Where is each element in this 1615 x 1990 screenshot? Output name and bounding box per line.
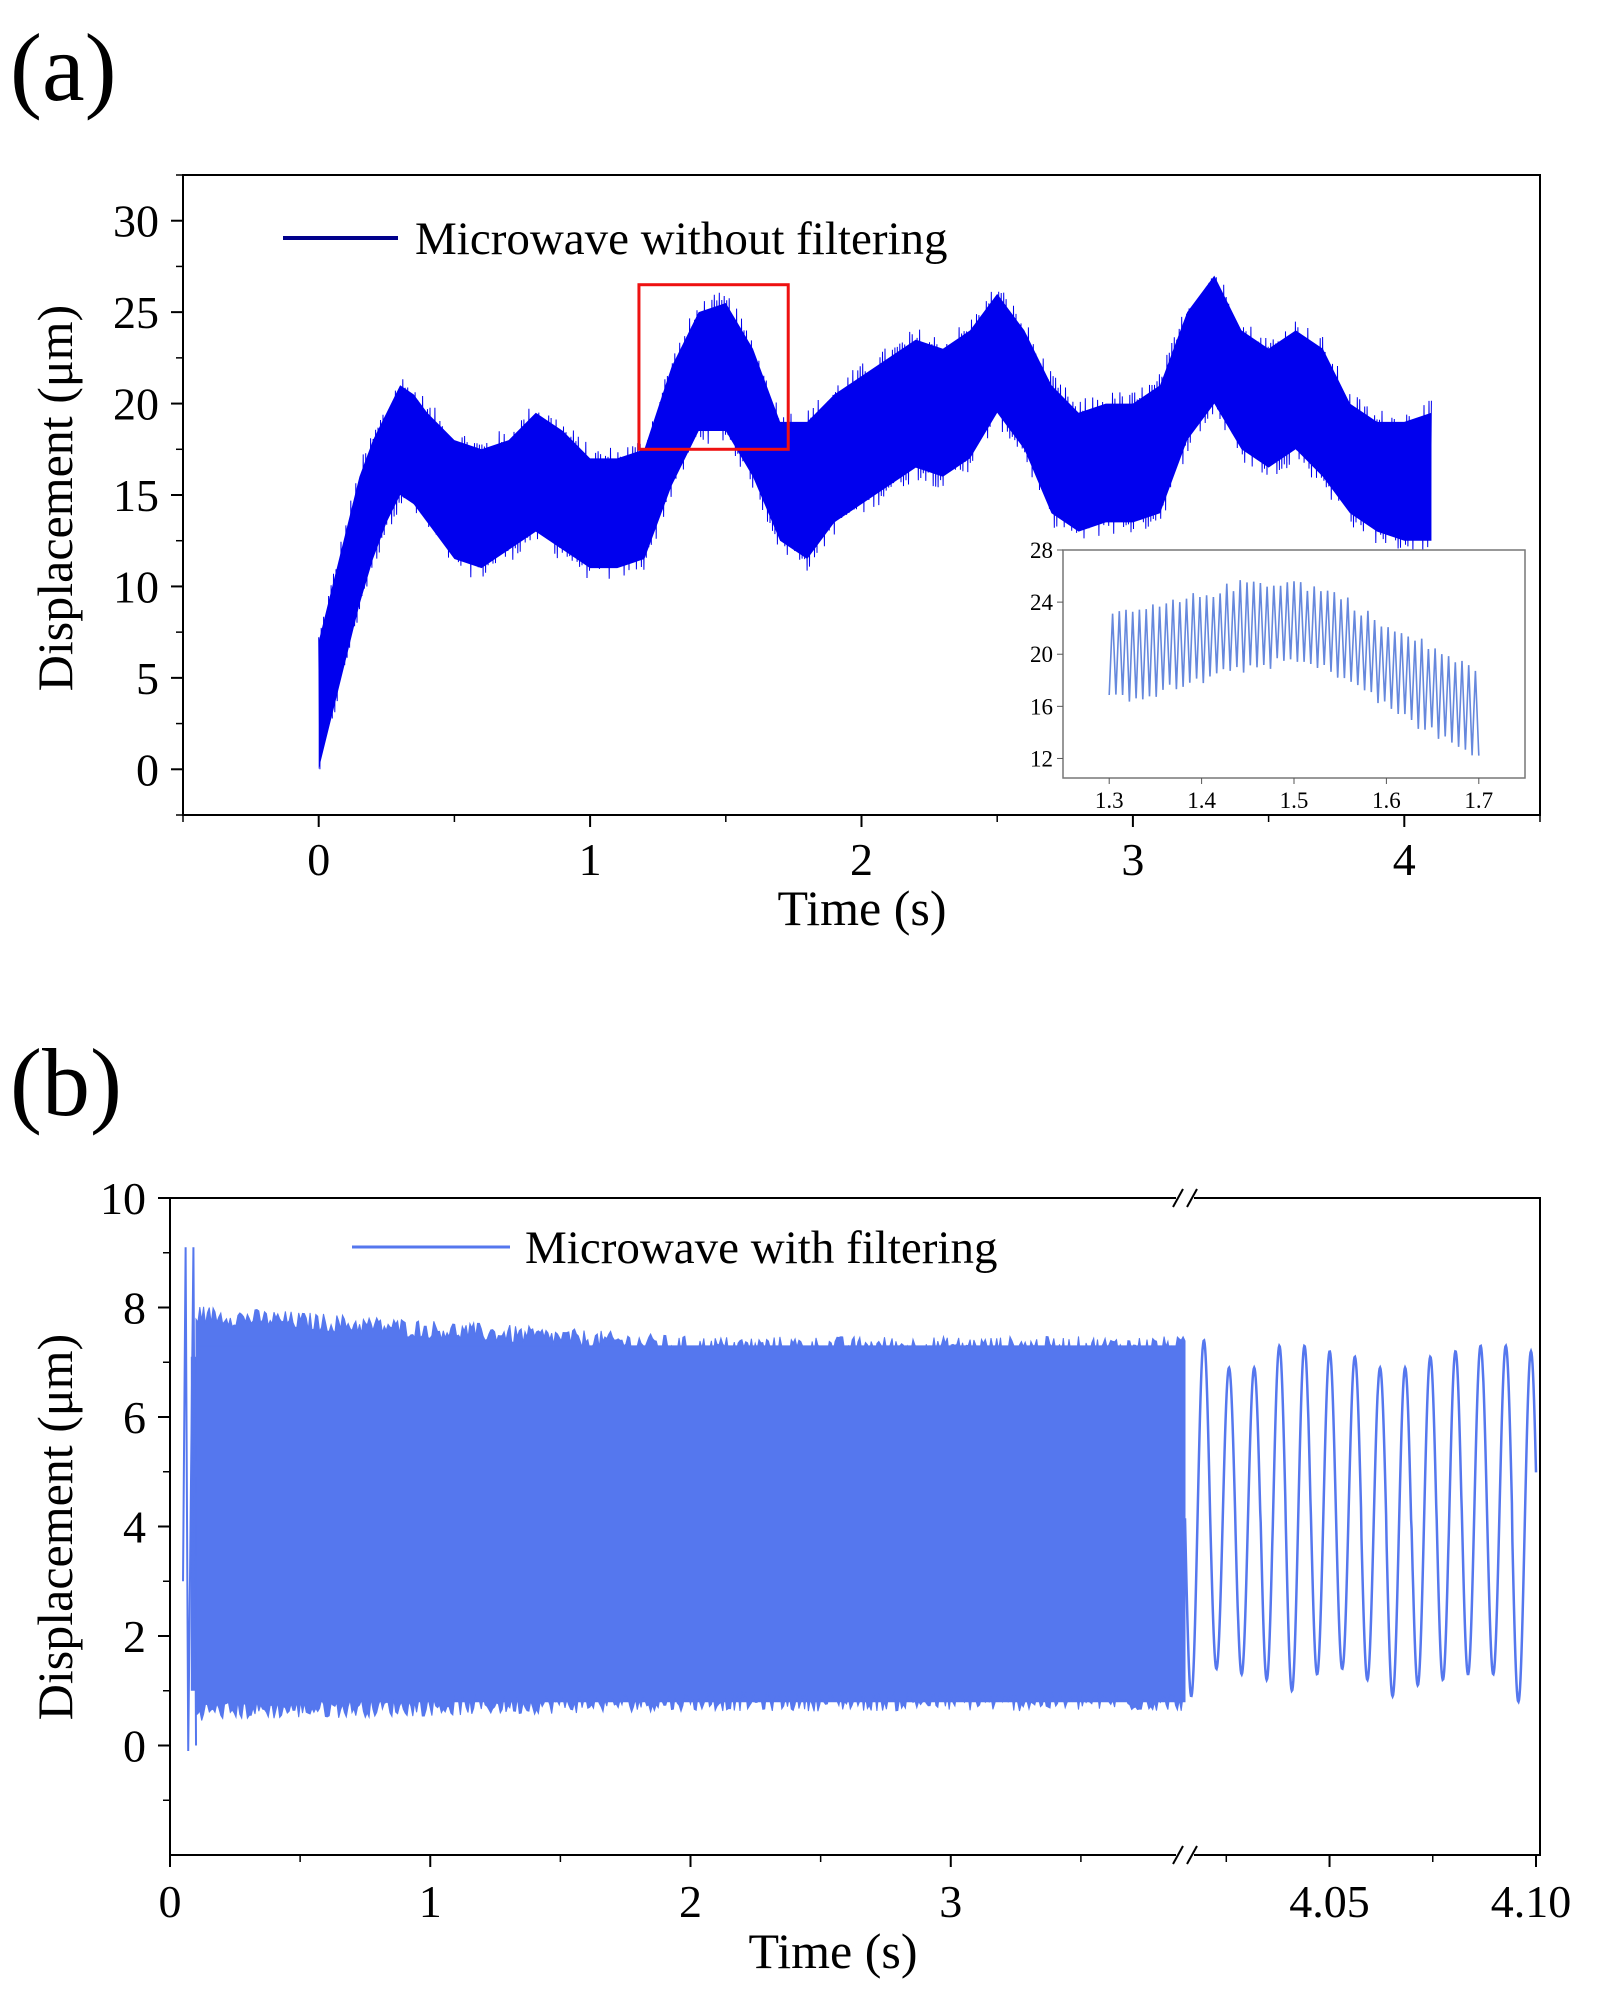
axis-ticks-b [158, 1197, 1537, 1867]
x-axis-title-b: Time (s) [748, 1923, 917, 1979]
panel-label-a: (a) [10, 14, 117, 121]
x-tick-labels-a: 0 1 2 3 4 [307, 834, 1416, 885]
inset-y-tick-label: 20 [1030, 642, 1053, 667]
axis-break-gap [1176, 1194, 1194, 1202]
legend-label-b: Microwave with filtering [525, 1222, 997, 1274]
inset-signal-trace [1108, 580, 1480, 756]
y-tick-label: 5 [136, 653, 159, 704]
inset-x-tick-label: 1.3 [1095, 788, 1124, 813]
panel-label-b: (b) [10, 1029, 122, 1136]
x-tick-label: 4 [1393, 834, 1416, 885]
x-axis-title-a: Time (s) [777, 880, 946, 936]
axis-break-slash [1172, 1188, 1184, 1208]
y-tick-label: 15 [113, 470, 159, 521]
y-tick-label: 6 [123, 1392, 146, 1443]
axis-break-slash [1186, 1188, 1198, 1208]
legend-a: Microwave without filtering [283, 213, 948, 265]
y-axis-title-a: Displacement (μm) [27, 305, 83, 691]
x-tick-label: 0 [159, 1876, 182, 1927]
y-tick-label: 10 [100, 1173, 146, 1224]
axis-break-slash [1186, 1845, 1198, 1865]
oscillation-trace [1183, 1338, 1538, 1705]
legend-b: Microwave with filtering [352, 1222, 997, 1274]
panel-b: (b) 0 2 4 6 8 10 0 1 2 3 4.05 4.10 Time … [10, 1029, 1571, 1979]
signal-envelope-a [318, 275, 1432, 770]
inset-x-tick-label: 1.4 [1187, 788, 1216, 813]
zoom-highlight-box [637, 283, 790, 451]
y-tick-label: 30 [113, 196, 159, 247]
y-axis-title-b: Displacement (μm) [27, 1334, 83, 1720]
inset-x-tick-label: 1.5 [1280, 788, 1309, 813]
y-tick-label: 10 [113, 561, 159, 612]
inset-series [1108, 580, 1480, 756]
series-with-filtering [182, 1247, 1538, 1751]
y-tick-labels-a: 0 5 10 15 20 25 30 [113, 196, 159, 796]
panel-a: (a) 0 5 10 15 20 25 30 0 1 2 3 4 Time (s… [10, 14, 1541, 936]
y-tick-label: 2 [123, 1611, 146, 1662]
y-tick-label: 0 [136, 744, 159, 795]
inset-chart: 12 16 20 24 28 1.3 1.4 1.5 1.6 1.7 [1030, 538, 1526, 813]
x-tick-label: 2 [679, 1876, 702, 1927]
legend-label-a: Microwave without filtering [415, 213, 948, 265]
series-without-filtering [318, 275, 1432, 770]
x-tick-label: 0 [307, 834, 330, 885]
inset-y-tick-label: 24 [1030, 590, 1054, 615]
x-tick-label: 2 [850, 834, 873, 885]
x-tick-label: 1 [579, 834, 602, 885]
axis-ticks-a [171, 174, 1541, 827]
x-tick-label: 4.10 [1491, 1876, 1572, 1927]
axis-break-slash [1172, 1845, 1184, 1865]
y-tick-label: 8 [123, 1283, 146, 1334]
x-tick-label: 3 [1121, 834, 1144, 885]
y-tick-label: 25 [113, 287, 159, 338]
inset-x-tick-label: 1.6 [1372, 788, 1401, 813]
inset-y-tick-label: 12 [1030, 746, 1053, 771]
x-tick-label: 3 [939, 1876, 962, 1927]
inset-y-tick-label: 16 [1030, 694, 1053, 719]
y-tick-label: 0 [123, 1721, 146, 1772]
start-spike [182, 1247, 198, 1751]
inset-ticks [1057, 549, 1480, 784]
y-tick-labels-b: 0 2 4 6 8 10 [100, 1173, 146, 1772]
axis-break-gap [1176, 1851, 1194, 1859]
signal-trace-a [318, 277, 1432, 770]
inset-y-tick-label: 28 [1030, 538, 1053, 563]
x-tick-label: 1 [419, 1876, 442, 1927]
axis-break-marks [1172, 1188, 1198, 1865]
x-tick-label: 4.05 [1289, 1876, 1370, 1927]
dense-lower-edge [195, 1345, 1186, 1721]
x-tick-labels-b: 0 1 2 3 4.05 4.10 [159, 1876, 1572, 1927]
y-tick-label: 4 [123, 1502, 146, 1553]
y-tick-label: 20 [113, 379, 159, 430]
inset-x-tick-label: 1.7 [1464, 788, 1493, 813]
